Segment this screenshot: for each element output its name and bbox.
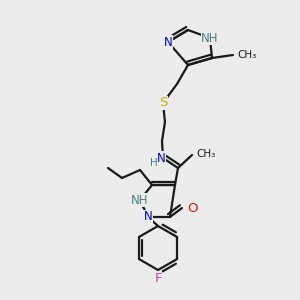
Text: CH₃: CH₃ — [237, 50, 256, 60]
Text: O: O — [187, 202, 197, 214]
Text: NH: NH — [201, 32, 219, 44]
Text: S: S — [159, 97, 167, 110]
Text: CH₃: CH₃ — [196, 149, 215, 159]
Text: N: N — [157, 152, 165, 164]
Text: N: N — [164, 35, 172, 49]
Text: H: H — [150, 158, 158, 168]
Text: F: F — [154, 272, 162, 284]
Text: N: N — [144, 211, 152, 224]
Text: NH: NH — [131, 194, 149, 206]
